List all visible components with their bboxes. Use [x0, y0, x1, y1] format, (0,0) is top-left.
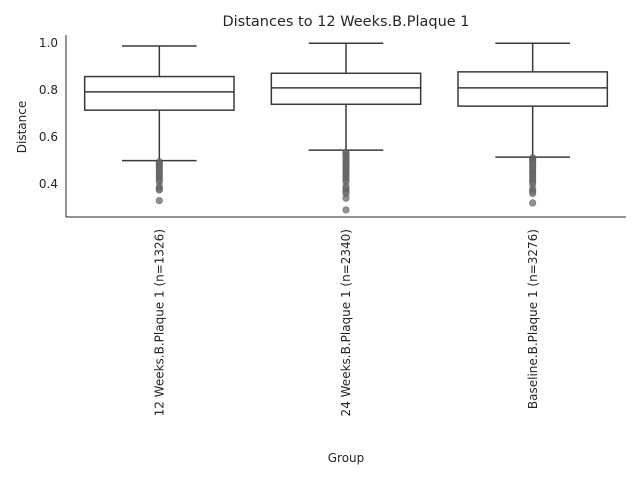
outlier-point [155, 186, 163, 194]
y-tick-label: 1.0 [39, 36, 58, 50]
outlier-point [529, 199, 537, 207]
iqr-box [457, 71, 609, 107]
iqr-box [270, 72, 422, 106]
y-tick-label: 0.6 [39, 130, 58, 144]
iqr-box [83, 75, 235, 111]
y-axis-label: Distance [15, 101, 29, 153]
outlier-point [342, 206, 350, 214]
y-tick-label: 0.4 [39, 177, 58, 191]
x-axis-label: Group [328, 451, 365, 465]
x-tick-label: 12 Weeks.B.Plaque 1 (n=1326) [153, 229, 167, 416]
outlier-point [342, 194, 350, 202]
x-tick-label: 24 Weeks.B.Plaque 1 (n=2340) [339, 229, 353, 416]
x-tick-label: Baseline.B.Plaque 1 (n=3276) [526, 229, 540, 409]
outlier-point [529, 189, 537, 198]
outlier-point [155, 196, 163, 205]
chart-title: Distances to 12 Weeks.B.Plaque 1 [222, 14, 469, 30]
y-tick-label: 0.8 [39, 83, 58, 97]
plot-area: 0.4 0.6 0.8 1.0 12 Weeks.B.Plaque 1 (n=1326)… [39, 35, 626, 416]
